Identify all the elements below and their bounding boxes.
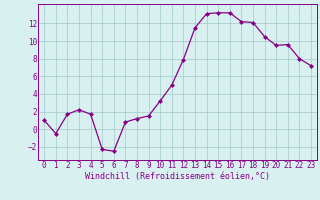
X-axis label: Windchill (Refroidissement éolien,°C): Windchill (Refroidissement éolien,°C) bbox=[85, 172, 270, 181]
